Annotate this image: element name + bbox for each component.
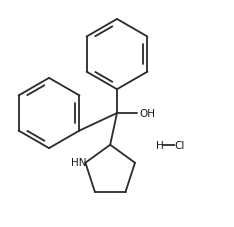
Text: H: H (156, 140, 163, 150)
Text: HN: HN (71, 157, 86, 167)
Text: Cl: Cl (175, 140, 185, 150)
Text: OH: OH (140, 109, 156, 118)
